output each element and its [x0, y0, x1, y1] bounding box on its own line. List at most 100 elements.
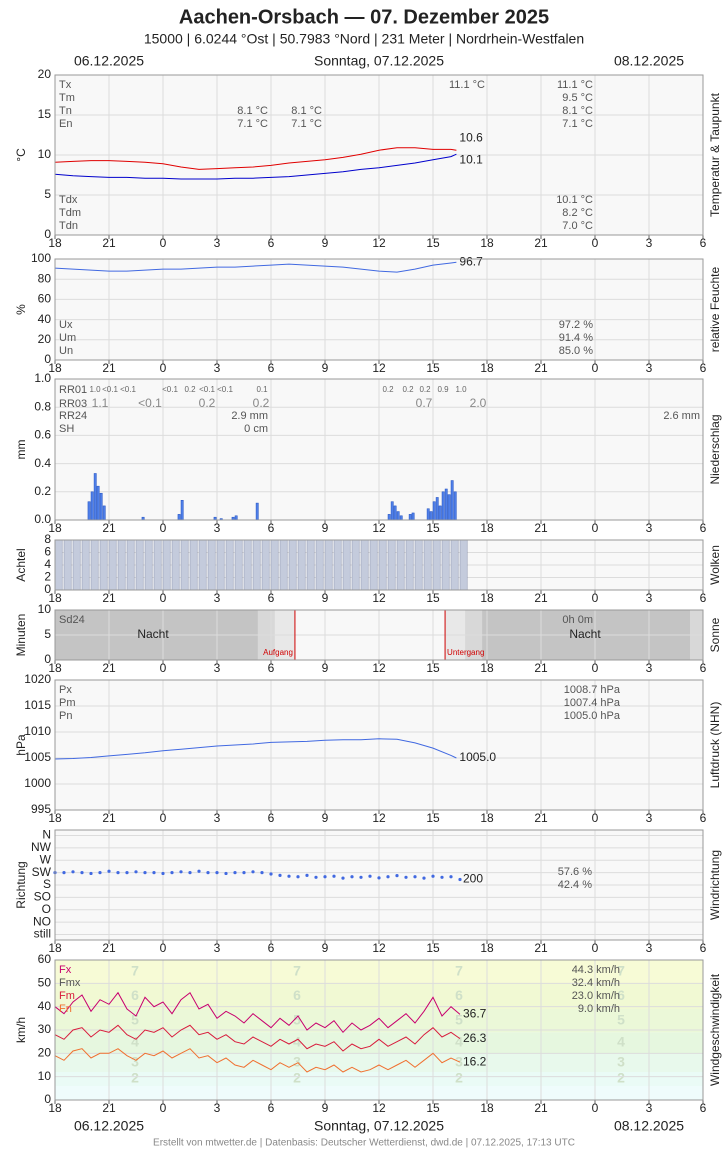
- x-tick-label: 0: [592, 591, 599, 605]
- point: [170, 871, 174, 875]
- bar: [189, 539, 198, 591]
- bar: [396, 511, 400, 521]
- x-tick-label: 21: [102, 941, 116, 955]
- stat-value: 7.1 °C: [562, 118, 593, 130]
- footer: Erstellt von mtwetter.de | Datenbasis: D…: [153, 1138, 575, 1149]
- bar: [108, 539, 117, 591]
- bar: [99, 539, 108, 591]
- x-tick-label: 21: [534, 521, 548, 535]
- side-label: relative Feuchte: [708, 266, 722, 352]
- end-label: 10.6: [459, 130, 483, 144]
- bar: [81, 539, 90, 591]
- bar: [423, 539, 432, 591]
- stat-value: 0.2: [184, 385, 196, 394]
- bar: [177, 514, 181, 521]
- bar: [243, 539, 252, 591]
- bar: [96, 485, 100, 521]
- stat-value: <0.1: [162, 385, 178, 394]
- stat-value: 85.0 %: [559, 345, 593, 357]
- point: [260, 871, 264, 875]
- y-tick-label: 20: [38, 67, 52, 81]
- x-tick-label: 21: [534, 811, 548, 825]
- point: [305, 873, 309, 877]
- x-tick-label: 12: [372, 591, 386, 605]
- x-tick-label: 9: [322, 1101, 329, 1115]
- stat-value: 1.0: [455, 385, 467, 394]
- end-label: 36.7: [463, 1007, 487, 1021]
- side-label: Luftdruck (NHN): [708, 702, 722, 789]
- bar: [180, 500, 184, 521]
- line: [54, 738, 457, 760]
- stat-value: <0.1: [199, 385, 215, 394]
- y-tick-label: 0: [44, 582, 51, 596]
- beaufort-label: 3: [617, 1053, 625, 1069]
- stat-value: 0.7: [416, 396, 433, 410]
- bar: [378, 539, 387, 591]
- y-tick-label: 1.0: [34, 371, 51, 385]
- date-center: Sonntag, 07.12.2025: [314, 1118, 444, 1134]
- x-tick-label: 21: [534, 1101, 548, 1115]
- stat-label: Fmx: [59, 977, 81, 989]
- bar: [117, 539, 126, 591]
- y-tick-label: NO: [33, 914, 51, 928]
- x-tick-label: 9: [322, 591, 329, 605]
- y-tick-label: 0.2: [34, 484, 51, 498]
- date-center: Sonntag, 07.12.2025: [314, 53, 444, 69]
- stat-value: 7.1 °C: [291, 118, 322, 130]
- y-tick-label: 1000: [24, 776, 51, 790]
- x-tick-label: 3: [646, 941, 653, 955]
- x-tick-label: 12: [372, 941, 386, 955]
- bar: [234, 515, 238, 521]
- x-tick-label: 15: [426, 591, 440, 605]
- stat-value: <0.1: [102, 385, 118, 394]
- stat-value: 8.2 °C: [562, 207, 593, 219]
- bar: [360, 539, 369, 591]
- x-tick-label: 18: [480, 591, 494, 605]
- bar: [390, 501, 394, 521]
- bar: [63, 539, 72, 591]
- y-tick-label: 60: [38, 292, 52, 306]
- y-tick-label: 2: [44, 570, 51, 584]
- x-tick-label: 18: [48, 521, 62, 535]
- x-tick-label: 9: [322, 941, 329, 955]
- bar: [405, 539, 414, 591]
- stat-value: 0.2: [199, 396, 216, 410]
- stat-value: 1.0: [89, 385, 101, 394]
- plot-frame: [54, 679, 704, 811]
- x-tick-label: 18: [480, 1101, 494, 1115]
- x-tick-label: 15: [426, 236, 440, 250]
- bar: [270, 539, 279, 591]
- point: [62, 871, 66, 875]
- stat-value: 0 cm: [244, 423, 268, 435]
- stat-value: 0.2: [419, 385, 431, 394]
- x-tick-label: 3: [214, 521, 221, 535]
- y-tick-label: 995: [31, 802, 51, 816]
- x-tick-label: 12: [372, 236, 386, 250]
- y-tick-label: SO: [34, 890, 51, 904]
- stat-label: Un: [59, 345, 73, 357]
- y-tick-label: W: [40, 852, 52, 866]
- bar: [342, 539, 351, 591]
- x-tick-label: 12: [372, 661, 386, 675]
- bar: [447, 494, 451, 521]
- bar: [252, 539, 261, 591]
- bar: [90, 539, 99, 591]
- y-tick-label: 20: [38, 1046, 52, 1060]
- x-tick-label: 3: [214, 361, 221, 375]
- x-tick-label: 6: [268, 941, 275, 955]
- beaufort-label: 6: [131, 987, 139, 1003]
- x-tick-label: 15: [426, 811, 440, 825]
- beaufort-label: 4: [293, 1034, 301, 1050]
- end-label: 16.2: [463, 1054, 487, 1068]
- date-left: 06.12.2025: [74, 1118, 144, 1134]
- point: [107, 869, 111, 873]
- bar: [72, 539, 81, 591]
- night-label: Nacht: [569, 627, 601, 641]
- x-tick-label: 6: [700, 661, 707, 675]
- x-tick-label: 6: [268, 591, 275, 605]
- bar: [333, 539, 342, 591]
- bar: [393, 505, 397, 521]
- y-tick-label: 20: [38, 332, 52, 346]
- y-axis-label: Minuten: [14, 614, 28, 657]
- x-tick-label: 3: [646, 661, 653, 675]
